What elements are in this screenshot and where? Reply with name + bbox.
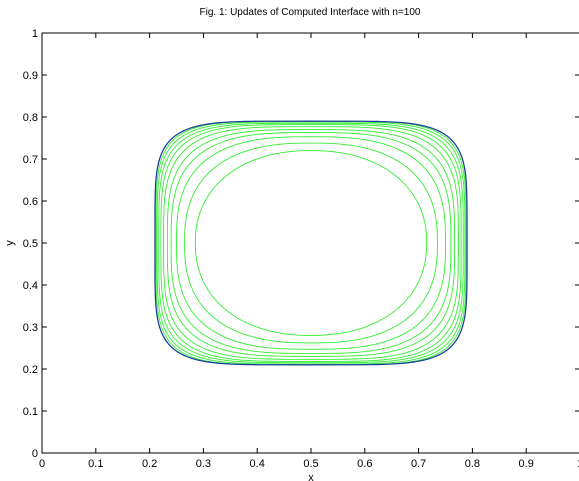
interface-update-curve bbox=[156, 121, 466, 365]
interface-update-curve bbox=[160, 124, 462, 362]
y-axis-label: y bbox=[4, 240, 16, 246]
x-tick-label: 0 bbox=[39, 458, 45, 470]
interface-update-curve bbox=[166, 129, 456, 357]
y-ticks: 0 0.1 0.2 0.3 0.4 0.5 0.6 0.7 0.8 0.9 1 bbox=[23, 28, 579, 460]
x-tick-label: 1 bbox=[577, 458, 579, 470]
y-tick-label: 0.4 bbox=[23, 280, 38, 292]
x-axis-label: x bbox=[308, 472, 314, 481]
x-tick-label: 0.5 bbox=[303, 458, 318, 470]
x-tick-label: 0.9 bbox=[519, 458, 534, 470]
x-tick-label: 0.2 bbox=[142, 458, 157, 470]
y-tick-label: 0.2 bbox=[23, 364, 38, 376]
final-interface-curve bbox=[154, 120, 468, 366]
x-tick-label: 0.6 bbox=[357, 458, 372, 470]
interface-update-curve bbox=[184, 142, 438, 344]
y-tick-label: 0.6 bbox=[23, 196, 38, 208]
x-ticks: 0 0.1 0.2 0.3 0.4 0.5 0.6 0.7 0.8 0.9 1 bbox=[39, 33, 579, 470]
y-tick-label: 0.3 bbox=[23, 322, 38, 334]
interface-update-curve bbox=[155, 120, 467, 366]
y-tick-label: 0.8 bbox=[23, 112, 38, 124]
interface-update-curve bbox=[163, 126, 459, 360]
y-tick-label: 1 bbox=[32, 28, 38, 40]
x-tick-label: 0.7 bbox=[411, 458, 426, 470]
y-tick-label: 0.9 bbox=[23, 70, 38, 82]
interface-update-curve bbox=[194, 150, 428, 336]
y-tick-label: 0.5 bbox=[23, 238, 38, 250]
y-tick-label: 0 bbox=[32, 448, 38, 460]
x-tick-label: 0.1 bbox=[88, 458, 103, 470]
x-tick-label: 0.3 bbox=[196, 458, 211, 470]
y-tick-label: 0.7 bbox=[23, 154, 38, 166]
interface-update-curve bbox=[176, 136, 446, 350]
y-tick-label: 0.1 bbox=[23, 406, 38, 418]
interface-update-curve bbox=[170, 132, 452, 354]
interface-curves bbox=[154, 120, 468, 366]
x-tick-label: 0.8 bbox=[465, 458, 480, 470]
chart-title: Fig. 1: Updates of Computed Interface wi… bbox=[200, 7, 421, 18]
interface-update-curve bbox=[158, 122, 464, 364]
x-tick-label: 0.4 bbox=[250, 458, 265, 470]
plot-area bbox=[42, 33, 579, 453]
